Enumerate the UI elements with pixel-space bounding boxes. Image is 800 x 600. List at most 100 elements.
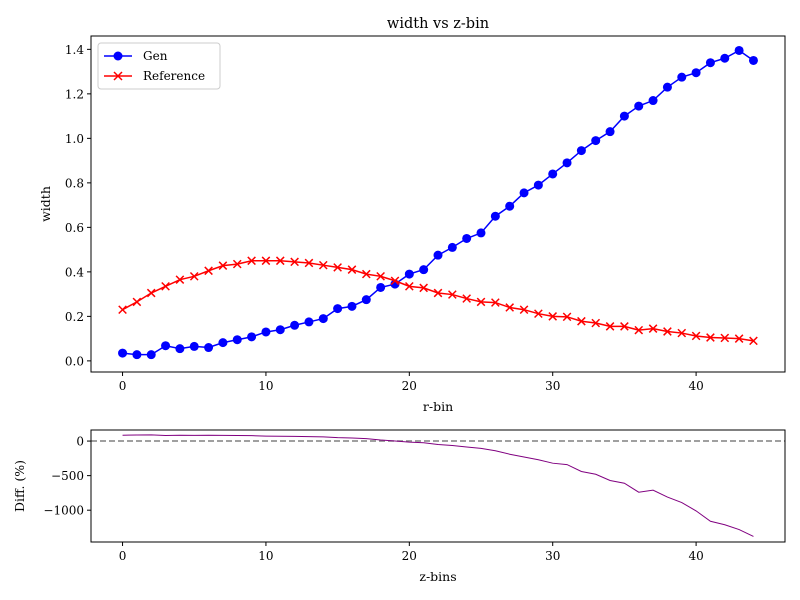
main-panel: width vs z-bin 0 10 20 30 40 0.0 0.2 0.4 0.6 0.8… bbox=[38, 16, 786, 414]
main-series-0-point bbox=[419, 265, 429, 275]
main-series-1-point bbox=[648, 324, 658, 333]
main-plot-frame bbox=[90, 35, 786, 373]
legend-box bbox=[97, 42, 221, 90]
main-series-1-line bbox=[122, 259, 754, 342]
main-series-0-point bbox=[548, 169, 558, 179]
main-series-1-point bbox=[333, 263, 342, 272]
main-series-1-point bbox=[433, 288, 443, 298]
main-y-tick-label: 0.2 bbox=[65, 310, 84, 324]
main-series-1-point bbox=[419, 283, 428, 293]
main-series-1-point bbox=[476, 297, 486, 307]
main-y-tick-label: 0.6 bbox=[65, 221, 84, 235]
main-series-0-point bbox=[462, 233, 472, 243]
main-series-0-point bbox=[132, 350, 142, 360]
main-series-1-point bbox=[577, 316, 586, 326]
main-series-0-point bbox=[591, 136, 601, 146]
main-series-0-point bbox=[175, 344, 185, 354]
legend-reference-marker bbox=[113, 71, 123, 81]
diff-y-tick-label: −500 bbox=[51, 469, 84, 483]
main-series-1-point bbox=[361, 269, 371, 279]
main-y-ticks: 0.0 0.2 0.4 0.6 0.8 1.0 1.2 1.4 bbox=[65, 43, 91, 368]
main-x-tick-label: 40 bbox=[688, 379, 703, 393]
diff-x-ticks: 0 10 20 30 40 bbox=[119, 542, 704, 563]
main-series-0-point bbox=[347, 301, 357, 311]
main-y-tick-label: 1.2 bbox=[65, 87, 84, 101]
diff-y-tick-label: −1000 bbox=[43, 504, 84, 518]
main-series-0-point bbox=[304, 317, 314, 327]
main-series-1-point bbox=[605, 322, 615, 331]
main-series-1-point bbox=[749, 336, 758, 346]
main-x-tick-label: 10 bbox=[258, 379, 273, 393]
main-series-1-point bbox=[146, 288, 156, 298]
main-series-0-point bbox=[318, 314, 328, 324]
main-series-0-point bbox=[505, 201, 515, 211]
main-series-1-point bbox=[534, 309, 543, 319]
main-series-1-point bbox=[591, 318, 601, 328]
legend-gen-label: Gen bbox=[143, 49, 168, 63]
main-series-1-point bbox=[232, 259, 242, 269]
main-series-1-point bbox=[118, 305, 127, 315]
main-series-0-point bbox=[533, 180, 543, 190]
main-series-1-point bbox=[175, 275, 185, 284]
main-series-0-point bbox=[734, 45, 744, 55]
main-series-1-point bbox=[677, 328, 687, 338]
diff-x-axis-label: z-bins bbox=[419, 569, 456, 584]
diff-panel: 0 10 20 30 40 0 −500 −1000 z-bins Diff. (%) bbox=[12, 429, 786, 584]
main-series-0-point bbox=[447, 242, 457, 252]
main-series-0-point bbox=[576, 146, 586, 156]
main-y-tick-label: 1.0 bbox=[65, 132, 84, 146]
main-x-ticks: 0 10 20 30 40 bbox=[119, 372, 704, 393]
main-series-1-point bbox=[204, 266, 213, 276]
main-x-tick-label: 0 bbox=[119, 379, 127, 393]
diff-series-0-line bbox=[122, 434, 754, 537]
main-series-0-point bbox=[232, 335, 242, 345]
main-series-0-point bbox=[361, 295, 371, 305]
main-series-0-point bbox=[619, 111, 629, 121]
main-y-tick-label: 1.4 bbox=[65, 43, 84, 57]
main-series-0-point bbox=[118, 348, 128, 358]
diff-x-tick-label: 20 bbox=[402, 549, 417, 563]
main-series-0-point bbox=[290, 320, 300, 330]
main-series-1-point bbox=[706, 333, 715, 342]
main-series-1-point bbox=[290, 257, 299, 267]
main-series-0-point bbox=[490, 211, 500, 221]
main-series-0-point bbox=[691, 68, 701, 78]
diff-x-tick-label: 30 bbox=[545, 549, 560, 563]
diff-x-tick-label: 0 bbox=[119, 549, 127, 563]
main-series-0-point bbox=[562, 158, 572, 168]
main-series-0-point bbox=[748, 55, 758, 65]
main-series-0-point bbox=[705, 58, 715, 68]
main-series-0-point bbox=[275, 325, 285, 335]
main-series-0-point bbox=[204, 343, 214, 353]
main-series-1-point bbox=[218, 261, 228, 270]
main-series-1-point bbox=[376, 271, 385, 281]
main-series-0-point bbox=[720, 53, 730, 63]
main-series-1-point bbox=[505, 303, 515, 312]
main-series-1-point bbox=[448, 290, 457, 299]
main-series-1-point bbox=[161, 282, 170, 291]
main-x-tick-label: 20 bbox=[402, 379, 417, 393]
main-y-axis-label: width bbox=[38, 186, 53, 222]
diff-y-tick-label: 0 bbox=[76, 435, 84, 449]
main-series-1-point bbox=[404, 282, 414, 291]
main-series-0-point bbox=[333, 304, 343, 314]
diff-plot-frame bbox=[90, 429, 786, 543]
main-series-1-point bbox=[247, 256, 256, 266]
main-series-1-point bbox=[261, 256, 271, 266]
main-series-1-point bbox=[720, 333, 730, 343]
main-x-tick-label: 30 bbox=[545, 379, 560, 393]
main-series-1-point bbox=[734, 334, 744, 343]
main-series-0-point bbox=[218, 338, 228, 348]
diff-y-ticks: 0 −500 −1000 bbox=[43, 435, 91, 518]
main-series-1-point bbox=[390, 276, 400, 286]
main-series-1-point bbox=[132, 297, 142, 307]
main-series-1-point bbox=[318, 260, 328, 270]
main-series-1-point bbox=[663, 327, 672, 336]
main-series-1-point bbox=[620, 322, 629, 331]
main-series-1-point bbox=[548, 312, 558, 321]
main-y-tick-label: 0.8 bbox=[65, 176, 84, 190]
main-series-1-point bbox=[275, 256, 285, 266]
main-series-0-point bbox=[404, 269, 414, 279]
diff-x-tick-label: 40 bbox=[688, 549, 703, 563]
main-series-1-point bbox=[347, 265, 357, 274]
